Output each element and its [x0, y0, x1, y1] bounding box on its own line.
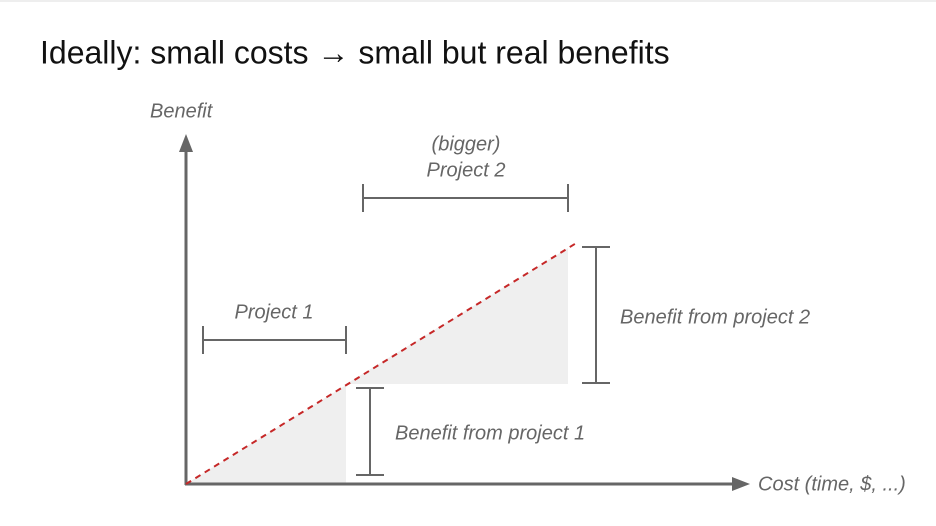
- project-2-qualifier: (bigger): [432, 133, 501, 155]
- project-2-label: Project 2: [427, 159, 506, 181]
- project-1-bracket: [202, 326, 347, 354]
- benefit-1-label: Benefit from project 1: [395, 422, 585, 444]
- benefit-1-bracket: [356, 387, 384, 476]
- x-arrow: [732, 477, 750, 491]
- x-axis-label: Cost (time, $, ...): [758, 473, 906, 495]
- project-2-bracket: [362, 184, 569, 212]
- project-1-label: Project 1: [235, 301, 314, 323]
- benefit-2-label: Benefit from project 2: [620, 306, 810, 328]
- y-axis-label: Benefit: [150, 100, 214, 122]
- y-arrow: [179, 134, 193, 152]
- slide-title: Ideally: small costs → small but real be…: [40, 34, 670, 70]
- benefit-2-bracket: [582, 246, 610, 384]
